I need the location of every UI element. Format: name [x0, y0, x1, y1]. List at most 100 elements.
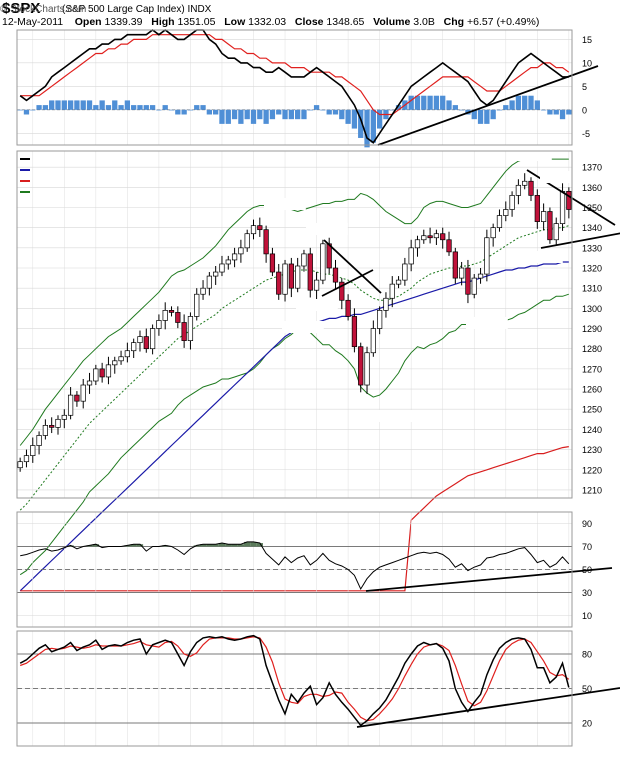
macd-frame [16, 29, 573, 146]
macd-histogram-bar [351, 109, 358, 129]
macd-histogram-bar [339, 109, 345, 120]
candle-down [446, 239, 452, 253]
candle-down [269, 253, 276, 273]
price-tick-label: 1320 [582, 264, 602, 274]
volume-value: 3.0B [413, 16, 435, 28]
candle-up [213, 271, 219, 277]
price-tick-label: 1310 [582, 284, 602, 294]
macd-histogram-bar [515, 95, 522, 110]
candle-down [168, 310, 175, 313]
macd-signal-line [20, 34, 570, 116]
candle-up [93, 368, 99, 382]
candle-down [534, 195, 540, 222]
candle-down [74, 394, 80, 402]
candle-up [503, 209, 509, 216]
macd-histogram-bar [168, 109, 175, 111]
candle-up [162, 310, 168, 321]
candle-down [276, 271, 282, 295]
bb-upper-line [19, 158, 569, 446]
candle-up [414, 239, 421, 249]
exchange-label: INDX [187, 4, 212, 15]
macd-histogram-bar [421, 95, 427, 110]
candle-up [320, 243, 326, 281]
high-value: 1351.05 [177, 16, 216, 28]
macd-histogram-bar [263, 109, 269, 124]
candle-up [194, 293, 200, 317]
macd-histogram-bar [80, 100, 86, 110]
candle-down [288, 263, 294, 289]
price-frame [16, 150, 573, 499]
candle-up [231, 253, 238, 261]
macd-histogram-bar [484, 109, 490, 124]
price-tick-label: 1260 [582, 385, 602, 395]
candle-up [105, 364, 112, 378]
low-value: 1332.03 [248, 16, 287, 28]
rsi-overbought-fill [199, 544, 207, 547]
macd-histogram-bar [503, 105, 509, 110]
macd-line [19, 29, 569, 144]
open-value: 1339.39 [104, 16, 143, 28]
rsi-overbought-fill [218, 543, 226, 547]
price-tick-label: 1220 [582, 465, 602, 475]
candle-down [566, 190, 572, 210]
price-annotation-bg [379, 410, 421, 422]
sto-panel: 80 50 20 [16, 630, 620, 747]
candle-up [301, 253, 307, 267]
candle-up [540, 211, 547, 222]
macd-histogram-bar [522, 95, 528, 110]
index-name: (S&P 500 Large Cap Index) [62, 4, 185, 15]
candle-up [86, 380, 93, 386]
symbol-title: $SPX [2, 0, 41, 17]
candle-down [528, 180, 534, 196]
candle-up [522, 180, 528, 186]
macd-histogram-bar [471, 109, 477, 120]
rsi-tick-label: 90 [582, 519, 592, 529]
candle-up [61, 414, 67, 420]
rsi-trendline [365, 567, 613, 592]
volume-label: Volume [373, 16, 411, 28]
candle-up [137, 336, 143, 344]
macd-histogram-bar [61, 100, 67, 110]
macd-histogram-bar [187, 109, 194, 111]
candle-up [364, 352, 370, 386]
candle-up [477, 273, 484, 279]
rsi-overbought-fill [212, 544, 219, 547]
rsi-panel: 9070503010 [16, 511, 613, 628]
close-label: Close [294, 16, 324, 28]
macd-histogram-bar [55, 100, 61, 110]
macd-histogram-bar [553, 109, 559, 115]
macd-tick-label: 15 [582, 35, 592, 45]
macd-histogram-bar [131, 105, 137, 110]
candle-up [433, 233, 440, 239]
rsi-overbought-fill [225, 544, 232, 547]
macd-histogram-bar [282, 109, 288, 120]
price-tick-label: 1350 [582, 203, 602, 213]
sto-trendline [356, 687, 620, 728]
macd-histogram-bar [358, 109, 364, 138]
candle-up [36, 435, 42, 446]
candle-up [206, 275, 212, 289]
macd-histogram-bar [181, 109, 187, 115]
candle-up [370, 328, 376, 354]
candle-up [156, 320, 162, 329]
macd-histogram-bar [67, 100, 74, 110]
price-tick-label: 1290 [582, 324, 602, 334]
macd-histogram-bar [30, 109, 36, 111]
candle-down [339, 281, 345, 301]
sto-tick-label: 20 [582, 719, 592, 729]
macd-histogram-bar [276, 109, 282, 115]
macd-histogram-bar [175, 109, 181, 115]
candle-up [219, 263, 225, 273]
macd-histogram-bar [540, 109, 547, 111]
sto-k-line [19, 634, 570, 727]
candle-up [395, 279, 402, 285]
macd-histogram-bar [93, 105, 99, 110]
candle-up [238, 247, 244, 255]
macd-histogram-bar [376, 109, 383, 129]
candle-down [452, 251, 458, 279]
macd-histogram-bar [414, 95, 421, 110]
candle-up [389, 283, 395, 299]
candle-up [377, 310, 383, 329]
price-annotation-bg [521, 251, 563, 263]
price-tick-label: 1300 [582, 304, 602, 314]
